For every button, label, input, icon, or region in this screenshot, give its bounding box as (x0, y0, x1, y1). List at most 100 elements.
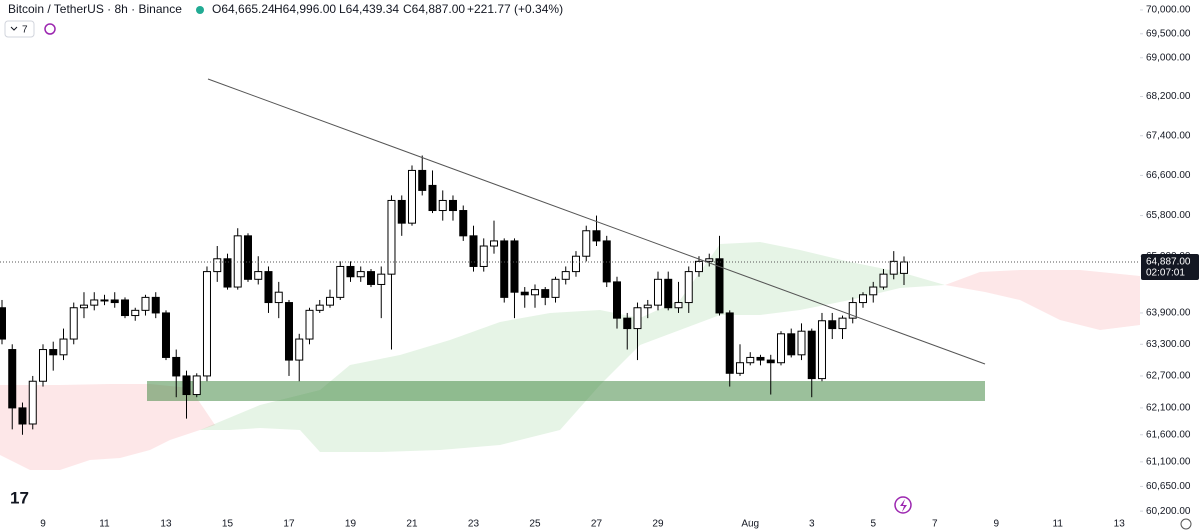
candle-body (172, 356, 181, 377)
candle-body (428, 184, 437, 212)
candle-body (120, 299, 129, 317)
y-tick-label: 68,200.00 (1146, 91, 1191, 102)
symbol: Bitcoin / TetherUS · 8h · Binance (8, 2, 182, 16)
candle-body (141, 296, 150, 311)
candle-body (315, 304, 324, 311)
candle-body (69, 307, 78, 340)
trend-line (207, 78, 986, 365)
x-tick-label: 7 (932, 519, 938, 530)
candle-body (79, 304, 88, 309)
candle-body (766, 359, 775, 364)
replay-icon[interactable] (894, 496, 912, 514)
candle-body (879, 273, 888, 288)
candle-body (571, 255, 580, 273)
candle-body (110, 299, 119, 304)
candle-body (192, 375, 201, 396)
y-tick-label: 70,000.00 (1146, 5, 1191, 16)
candle-body (653, 278, 662, 306)
settings-icon[interactable] (1180, 518, 1192, 530)
candle-body (848, 302, 857, 319)
candle-body (551, 278, 560, 298)
candle-body (756, 356, 765, 361)
candle-body (28, 380, 37, 425)
ohlc-high: H64,996.00 (274, 2, 336, 16)
tv-logo: 17 (10, 488, 29, 507)
candle-body (243, 235, 252, 280)
candle-body (274, 291, 283, 304)
candle-body (295, 338, 304, 361)
candle-body (284, 302, 293, 361)
candle-body (233, 235, 242, 288)
candle-body (202, 271, 211, 377)
candle-body (367, 271, 376, 285)
candle-body (8, 349, 17, 409)
x-tick-label: 21 (406, 519, 418, 530)
x-tick-label: 27 (591, 519, 603, 530)
last-price-box (1141, 254, 1199, 281)
ohlc-low: L64,439.34 (339, 2, 399, 16)
y-tick-label: 62,700.00 (1146, 371, 1191, 382)
candle-body (797, 330, 806, 356)
status-dot (196, 6, 204, 14)
candle-body (787, 333, 796, 356)
x-tick-label: 29 (652, 519, 664, 530)
candle-body (869, 286, 878, 296)
y-tick-label: 62,100.00 (1146, 403, 1191, 414)
candle-body (49, 349, 58, 356)
y-tick-label: 60,200.00 (1146, 506, 1191, 517)
candle-body (336, 265, 345, 298)
x-tick-label: 17 (283, 519, 295, 530)
ohlc-close: C64,887.00 (403, 2, 465, 16)
candle-body (387, 199, 396, 275)
candle-body (151, 296, 160, 314)
candle-body (90, 299, 99, 306)
candle-body (59, 338, 68, 356)
candle-body (643, 304, 652, 309)
candle-body (715, 258, 724, 314)
indicator-toggle[interactable] (4, 20, 35, 38)
candle-body (500, 240, 509, 298)
x-tick-label: 9 (40, 519, 46, 530)
candle-body (418, 169, 427, 191)
y-tick-label: 61,100.00 (1146, 456, 1191, 467)
x-tick-label: 13 (1114, 519, 1126, 530)
candle-body (254, 271, 263, 280)
x-tick-label: 11 (1053, 519, 1064, 530)
candle-body (541, 289, 550, 298)
x-tick-label: 11 (99, 519, 110, 530)
candle-body (561, 271, 570, 280)
bolt (900, 499, 907, 512)
y-tick-label: 65,800.00 (1146, 210, 1191, 221)
candle-body (530, 289, 539, 296)
y-tick-label: 67,400.00 (1146, 130, 1191, 141)
candle-body (377, 273, 386, 285)
y-tick-label: 69,000.00 (1146, 52, 1191, 63)
candle-body (459, 210, 468, 237)
y-tick-label: 69,500.00 (1146, 28, 1191, 39)
candle-body (592, 230, 601, 242)
candle-body (490, 240, 499, 247)
x-tick-label: 23 (468, 519, 480, 530)
candle-body (776, 333, 785, 364)
x-tick-label: 19 (345, 519, 357, 530)
candle-body (899, 261, 908, 274)
candle-body (18, 407, 27, 425)
support-zone (147, 381, 985, 401)
candle-body (161, 312, 170, 358)
y-tick-label: 63,300.00 (1146, 339, 1191, 350)
candle-body (397, 199, 406, 224)
candle-body (613, 281, 622, 319)
ohlc-open: O64,665.24 (212, 2, 275, 16)
candle-body (633, 307, 642, 330)
x-tick-label: 13 (160, 519, 172, 530)
candle-body (859, 294, 868, 304)
candle-body (346, 265, 355, 278)
ohlc-change: +221.77 (+0.34%) (467, 2, 563, 16)
candle-body (356, 271, 365, 278)
sync-icon[interactable] (44, 23, 56, 35)
candle-body (889, 260, 898, 275)
y-tick-label: 63,900.00 (1146, 308, 1191, 319)
cloud-red-left (0, 384, 215, 470)
x-tick-label: 15 (222, 519, 234, 530)
